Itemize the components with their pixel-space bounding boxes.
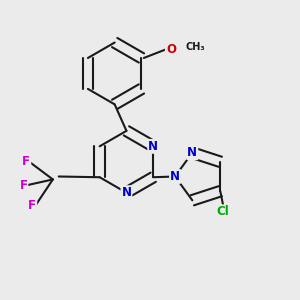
Text: F: F (28, 200, 36, 212)
Text: O: O (166, 43, 176, 56)
Text: Cl: Cl (217, 205, 230, 218)
Text: N: N (148, 140, 158, 153)
Text: N: N (187, 146, 197, 159)
Text: CH₃: CH₃ (185, 42, 205, 52)
Text: N: N (122, 186, 131, 199)
Text: N: N (170, 170, 180, 183)
Text: F: F (22, 155, 30, 168)
Text: F: F (20, 179, 27, 192)
